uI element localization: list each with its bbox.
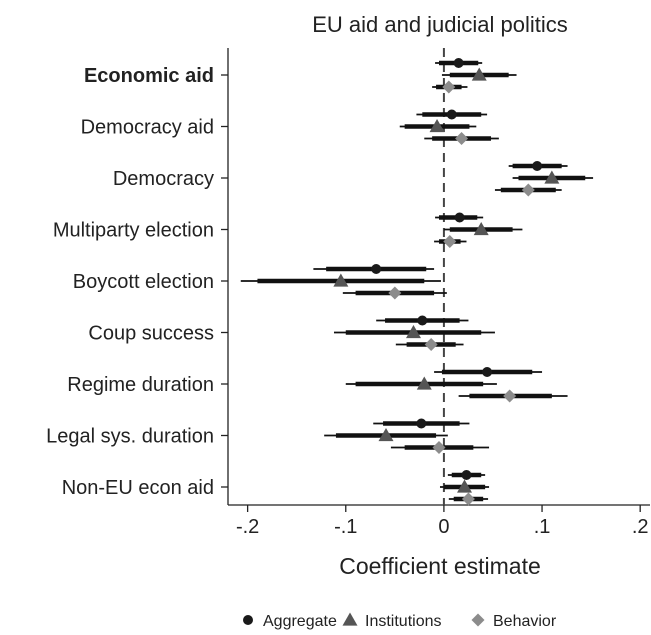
category-label: Democracy [113, 168, 214, 190]
behavior-point [521, 183, 535, 197]
behavior-point [388, 286, 402, 300]
institutions-legend-marker [342, 612, 358, 626]
behavior-legend-label: Behavior [493, 613, 557, 630]
institutions-point [405, 325, 421, 339]
aggregate-point [417, 315, 428, 326]
institutions-point [416, 376, 432, 390]
category-label: Regime duration [67, 374, 214, 396]
behavior-point [424, 338, 438, 351]
aggregate-point [371, 264, 382, 274]
category-label: Democracy aid [81, 117, 214, 139]
aggregate-point [454, 212, 465, 223]
institutions-point [457, 479, 473, 493]
category-label: Coup success [88, 323, 214, 345]
behavior-point [503, 389, 517, 403]
aggregate-point [461, 470, 472, 480]
behavior-point [443, 235, 457, 248]
aggregate-point [453, 58, 464, 68]
category-label: Non-EU econ aid [62, 477, 214, 499]
behavior-point [432, 441, 446, 454]
aggregate-point [446, 109, 457, 120]
x-axis-title: Coefficient estimate [339, 553, 541, 579]
chart-title: EU aid and judicial politics [312, 12, 568, 37]
aggregate-point [482, 367, 493, 377]
x-tick-label: -.1 [334, 516, 357, 538]
institutions-point [473, 222, 489, 236]
aggregate-legend-marker [243, 615, 253, 625]
x-tick-label: 0 [438, 516, 449, 538]
category-label: Legal sys. duration [46, 426, 214, 448]
category-label: Economic aid [84, 65, 214, 87]
aggregate-point [416, 418, 427, 429]
aggregate-point [532, 161, 543, 171]
behavior-point [455, 132, 469, 145]
category-label: Boycott election [73, 271, 214, 293]
institutions-point [544, 170, 560, 184]
institutions-point [333, 273, 349, 287]
institutions-point [378, 428, 394, 442]
institutions-point [471, 67, 487, 81]
x-tick-label: -.2 [236, 516, 259, 538]
x-tick-label: .1 [534, 516, 551, 538]
legend: Aggregate Institutions Behavior [243, 612, 557, 630]
aggregate-legend-label: Aggregate [263, 613, 337, 630]
category-label: Multiparty election [53, 220, 214, 242]
plot-area: -.2 -.1 0 .1 .2 Economic aid Democracy aid Demo… [46, 48, 650, 538]
behavior-point [461, 492, 475, 506]
institutions-point [429, 119, 445, 133]
behavior-legend-marker [471, 613, 485, 627]
behavior-point [442, 80, 456, 94]
institutions-legend-label: Institutions [365, 613, 441, 630]
x-tick-label: .2 [632, 516, 649, 538]
